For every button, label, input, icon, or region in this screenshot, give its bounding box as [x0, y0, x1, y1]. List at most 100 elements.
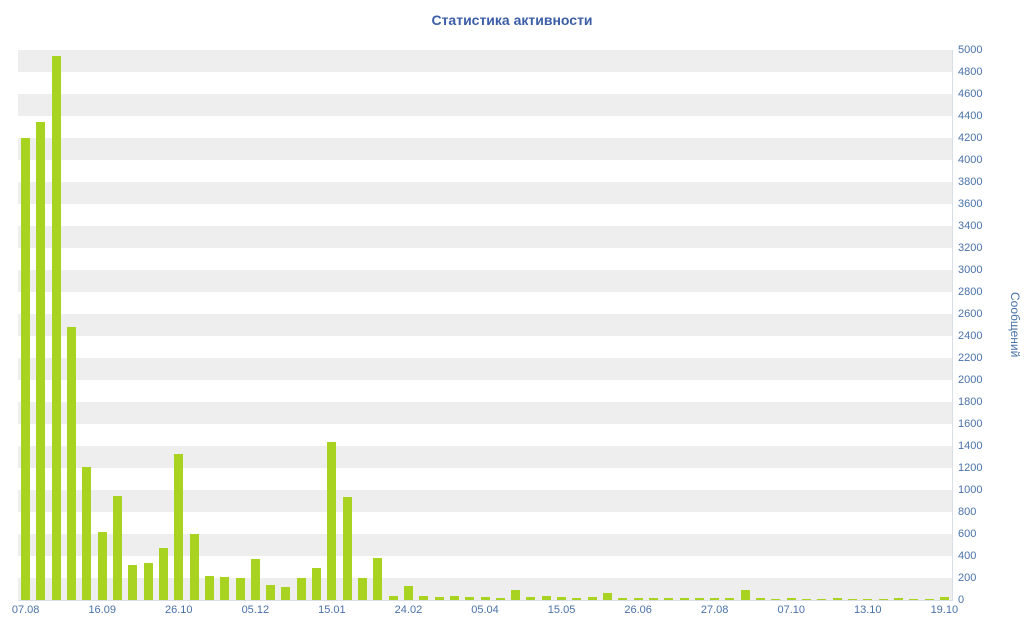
x-tick-label: 05.12 [241, 604, 270, 616]
y-tick-label: 200 [958, 572, 977, 584]
y-tick-label: 2800 [958, 286, 983, 298]
bar [281, 586, 291, 600]
bar [771, 598, 781, 600]
bar [266, 584, 276, 600]
bar [220, 576, 230, 600]
x-tick-label: 07.10 [777, 604, 805, 616]
x-tick-label: 26.06 [624, 604, 652, 616]
x-tick-label: 15.05 [547, 604, 576, 616]
y-tick-label: 4200 [958, 132, 983, 144]
bar [158, 548, 168, 600]
bar [939, 597, 949, 600]
bar [419, 595, 429, 600]
bar [204, 575, 214, 600]
y-axis: 0 200 400 600 800 1000 1200 1400 1600 1800 2000 220… [958, 44, 998, 606]
x-axis: 07.08 16.09 26.10 05.12 15.01 24.02 05.04 15.05… [12, 604, 958, 620]
bar [465, 596, 475, 600]
y-tick-label: 400 [958, 550, 977, 562]
bar [832, 598, 842, 600]
chart-title: Статистика активности [431, 12, 593, 28]
bar [403, 585, 413, 600]
y-tick-label: 0 [958, 594, 965, 606]
bar [495, 597, 505, 600]
bar [847, 598, 857, 600]
y-tick-label: 800 [958, 506, 977, 518]
bar [909, 598, 919, 600]
x-tick-label: 19.10 [930, 604, 959, 616]
bar [128, 564, 138, 600]
x-tick-label: 07.08 [11, 604, 40, 616]
bar [97, 531, 107, 600]
bar [511, 590, 521, 600]
bar [602, 593, 612, 600]
bar [756, 598, 766, 600]
bar [679, 598, 689, 600]
bar [725, 597, 735, 600]
bar [358, 578, 367, 600]
bar [587, 596, 597, 600]
y-tick-label: 3200 [958, 242, 983, 254]
bar [449, 595, 459, 600]
bar [373, 558, 383, 600]
bar [235, 578, 245, 600]
bar [189, 534, 199, 600]
y-tick-label: 3800 [958, 176, 983, 188]
y-tick-label: 3400 [958, 220, 983, 232]
y-tick-label: 3000 [958, 264, 983, 276]
y-tick-label: 1600 [958, 418, 983, 430]
bar [893, 598, 903, 600]
y-tick-label: 2600 [958, 308, 983, 320]
x-tick-label: 26.10 [165, 604, 193, 616]
bar [51, 55, 61, 600]
x-tick-label: 13.10 [854, 604, 882, 616]
y-tick-label: 600 [958, 528, 977, 540]
x-tick-label: 16.09 [88, 604, 116, 616]
bar [143, 562, 153, 600]
plot-area [18, 50, 953, 601]
bar [924, 598, 934, 600]
y-tick-label: 3600 [958, 198, 983, 210]
x-tick-label: 05.04 [471, 604, 499, 616]
bar [572, 597, 582, 600]
bar [21, 138, 31, 600]
x-tick-label: 27.08 [700, 604, 729, 616]
y-tick-label: 1400 [958, 440, 983, 452]
y-tick-label: 4600 [958, 88, 983, 100]
bar [36, 121, 46, 600]
bar [67, 327, 77, 600]
bar [541, 595, 551, 600]
bar [878, 598, 888, 600]
bar [82, 466, 92, 600]
x-tick-label: 24.02 [394, 604, 423, 616]
bar [174, 453, 184, 600]
y-tick-label: 1200 [958, 462, 983, 474]
y-tick-label: 2400 [958, 330, 983, 342]
x-tick-label: 15.01 [318, 604, 346, 616]
bar [740, 590, 750, 600]
bar [817, 598, 827, 600]
bar [694, 597, 704, 600]
bar [526, 596, 536, 600]
y-tick-label: 4800 [958, 66, 983, 78]
y-tick-label: 5000 [958, 44, 983, 56]
y-tick-label: 2200 [958, 352, 983, 364]
y-tick-label: 2000 [958, 374, 983, 386]
y-tick-label: 4400 [958, 110, 983, 122]
bar [434, 596, 444, 600]
bar [388, 595, 398, 600]
bar [312, 568, 322, 600]
bar [664, 597, 674, 600]
bar [296, 578, 306, 600]
y-axis-title: Сообщений [1008, 292, 1022, 358]
bar [802, 598, 812, 600]
bar [327, 441, 337, 600]
bar [250, 559, 260, 600]
bar [863, 598, 873, 600]
bar [480, 596, 490, 600]
y-tick-label: 1800 [958, 396, 983, 408]
bar [633, 597, 643, 600]
bar [557, 596, 567, 600]
y-tick-label: 1000 [958, 484, 983, 496]
bar [648, 598, 658, 600]
